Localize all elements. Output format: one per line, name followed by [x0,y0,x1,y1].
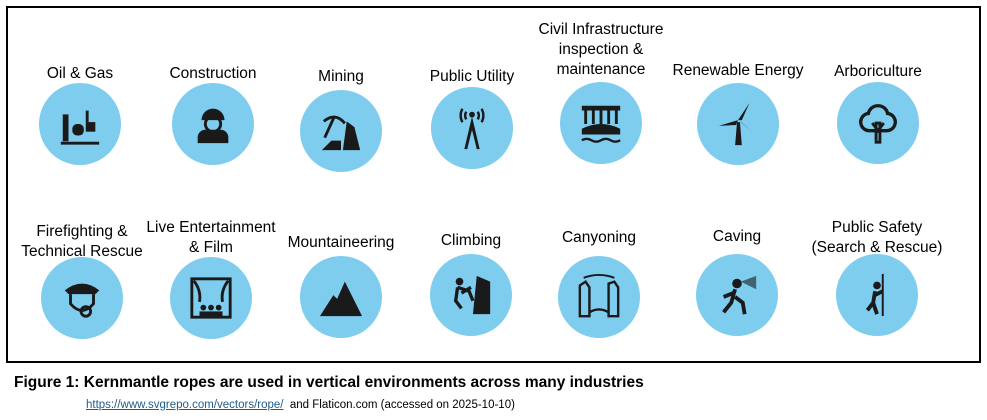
credit-accessed: (accessed on 2025-10-10) [380,399,515,411]
industry-label: Mountaineering [287,234,395,251]
mountain-icon [319,281,363,317]
industry-circle [172,83,254,165]
industry-label: Climbing [440,232,502,249]
tree-icon [859,104,897,144]
industry-label: Arboriculture [834,63,922,80]
industry-label: Construction [169,65,257,82]
industry-circle [300,90,382,172]
industry-label: Canyoning [561,229,637,246]
transmission-tower-icon [459,108,485,150]
firefighter-mask-icon [64,283,100,318]
canyon-icon [578,274,620,318]
industry-label: Public Utility [429,68,515,85]
rescuer-rope-icon [865,273,884,317]
industry-label: Public Safety (Search & Rescue) [811,219,943,256]
industry-circle [837,82,919,164]
dam-icon [581,105,621,143]
industry-circle [430,254,512,336]
industry-label: Caving [712,228,762,245]
industry-label: Firefighting & Technical Rescue [21,223,143,260]
figure-caption: Figure 1: Kernmantle ropes are used in v… [14,374,644,391]
oil-refinery-icon [60,110,100,145]
pickaxe-mining-icon [321,115,361,151]
industry-circle [170,257,252,339]
caver-headlamp-icon [722,275,757,315]
industry-circle [836,254,918,336]
industry-circle [560,82,642,164]
credit-and: and [289,399,310,411]
industry-label: Oil & Gas [46,65,114,82]
industry-label: Renewable Energy [672,62,804,79]
credit-flaticon: Flaticon.com [312,399,378,411]
industry-circle [41,257,123,339]
industry-circle [431,87,513,169]
svgrepo-link[interactable]: https://www.svgrepo.com/vectors/rope/ [86,399,284,411]
industry-circle [696,254,778,336]
industry-label: Live Entertainment & Film [146,219,276,256]
theater-stage-icon [190,277,232,319]
industry-label: Mining [318,68,364,85]
industry-circle [558,256,640,338]
industry-label: Civil Infrastructure inspection & mainte… [538,21,664,78]
industry-circle [39,83,121,165]
climber-icon [453,275,491,315]
industry-circle [300,256,382,338]
industry-circle [697,83,779,165]
wind-turbine-icon [718,102,755,146]
figure-frame [6,6,981,363]
credit-line: https://www.svgrepo.com/vectors/rope/ an… [86,399,515,411]
construction-worker-icon [197,108,229,144]
